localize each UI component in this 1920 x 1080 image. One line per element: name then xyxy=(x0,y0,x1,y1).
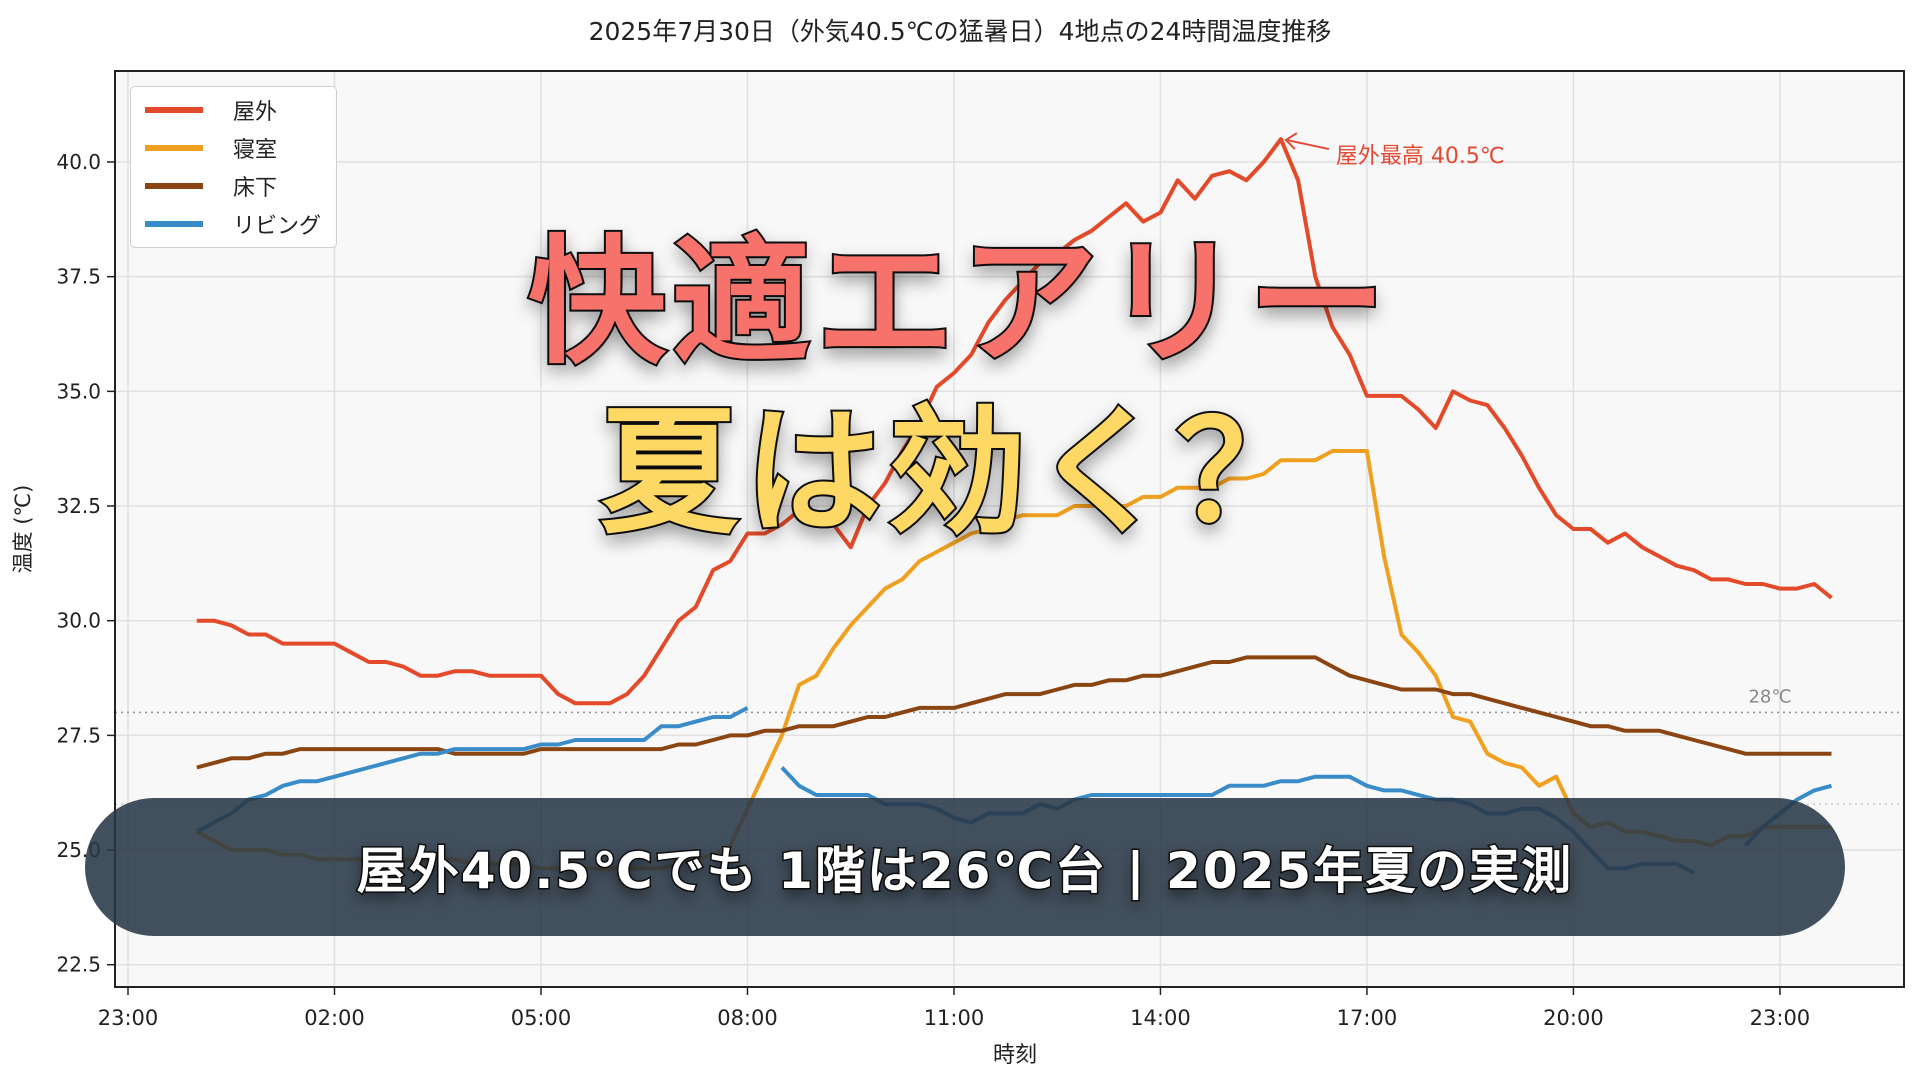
y-tick-label: 27.5 xyxy=(56,723,101,747)
legend-label: 床下 xyxy=(233,176,278,201)
axes-frame xyxy=(114,70,1905,988)
y-tick-label: 30.0 xyxy=(56,609,101,633)
y-tick-label: 40.0 xyxy=(56,150,101,174)
headline-line-1: 快適エアリー xyxy=(526,220,1392,385)
x-axis-label: 時刻 xyxy=(993,1043,1037,1068)
x-tick-label: 05:00 xyxy=(511,1006,572,1030)
legend-item-bedroom: 寝室 xyxy=(145,133,277,163)
x-tick-label: 02:00 xyxy=(304,1006,365,1030)
legend-item-underfloor: 床下 xyxy=(145,171,277,201)
y-tick-label: 35.0 xyxy=(56,379,101,403)
legend-swatch-outdoor xyxy=(145,107,203,113)
legend: 屋外 寝室 床下 リビング xyxy=(130,86,337,248)
x-tick-label: 14:00 xyxy=(1130,1006,1191,1030)
legend-item-outdoor: 屋外 xyxy=(145,95,277,125)
legend-label: 寝室 xyxy=(233,138,278,163)
series-line xyxy=(196,137,1833,706)
y-tick-label: 32.5 xyxy=(56,494,101,518)
legend-swatch-bedroom xyxy=(145,145,203,151)
caption-banner-text: 屋外40.5℃でも 1階は26℃台 | 2025年夏の実測 xyxy=(355,841,1574,902)
legend-swatch-living xyxy=(145,221,203,227)
legend-item-living: リビング xyxy=(145,209,321,239)
legend-label: 屋外 xyxy=(233,100,278,125)
peak-annotation: 屋外最高 40.5℃ xyxy=(1284,132,1505,169)
headline-line-2: 夏は効く？ xyxy=(598,390,1320,555)
caption-banner: 屋外40.5℃でも 1階は26℃台 | 2025年夏の実測 xyxy=(85,798,1845,936)
reference-line-label: 28℃ xyxy=(1748,686,1791,707)
y-tick-label: 37.5 xyxy=(56,265,101,289)
y-axis-label: 温度 (℃) xyxy=(11,485,35,574)
legend-swatch-underfloor xyxy=(145,183,203,189)
x-tick-label: 23:00 xyxy=(1750,1006,1811,1030)
x-tick-label: 23:00 xyxy=(98,1006,159,1030)
chart-title: 2025年7月30日（外気40.5℃の猛暑日）4地点の24時間温度推移 xyxy=(588,17,1332,46)
x-tick-label: 20:00 xyxy=(1543,1006,1604,1030)
axis-ticks: 23:00 02:00 05:00 08:00 11:00 14:00 17:00 20:00… xyxy=(56,150,1810,1030)
x-tick-label: 17:00 xyxy=(1337,1006,1398,1030)
x-tick-label: 08:00 xyxy=(717,1006,778,1030)
annotation-text: 屋外最高 40.5℃ xyxy=(1336,144,1505,169)
y-tick-label: 22.5 xyxy=(56,953,101,977)
legend-label: リビング xyxy=(233,214,322,239)
series-line xyxy=(196,655,1832,770)
x-tick-label: 11:00 xyxy=(924,1006,985,1030)
